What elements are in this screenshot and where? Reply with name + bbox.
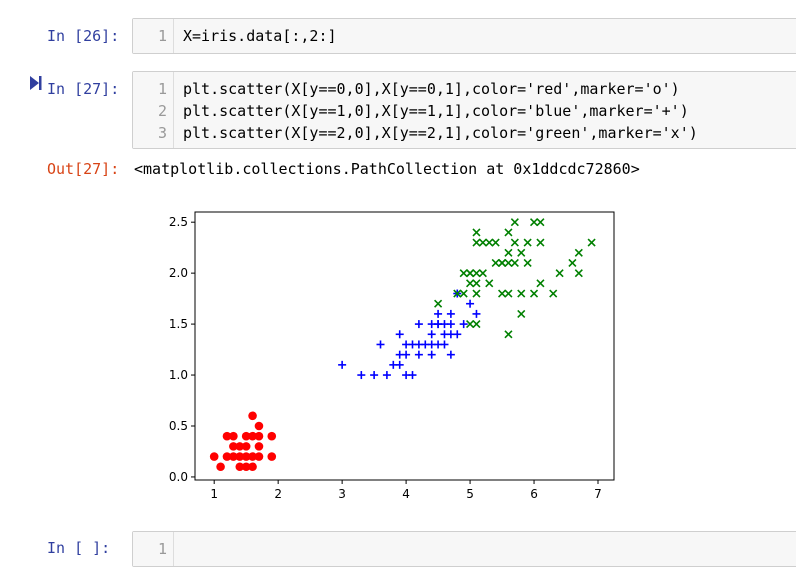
output-area: Out[27]: <matplotlib.collections.PathCol… [0, 158, 796, 498]
code-editor[interactable]: 1 [132, 531, 796, 567]
line-number: 3 [157, 124, 167, 142]
code-line[interactable]: 3 plt.scatter(X[y==2,0],X[y==2,1],color=… [133, 122, 793, 144]
input-prompt: In [27]: [47, 80, 120, 98]
output-prompt: Out[27]: [47, 160, 120, 178]
line-number: 1 [157, 27, 167, 45]
code-text[interactable]: plt.scatter(X[y==2,0],X[y==2,1],color='g… [183, 124, 698, 142]
code-cell-empty[interactable]: In [ ]: 1 [0, 531, 796, 571]
code-line[interactable]: 1 [133, 538, 793, 560]
code-text[interactable]: plt.scatter(X[y==0,0],X[y==0,1],color='r… [183, 80, 680, 98]
line-number: 2 [157, 102, 167, 120]
line-number: 1 [157, 540, 167, 558]
input-prompt: In [26]: [47, 27, 120, 45]
run-cell-icon[interactable] [30, 76, 42, 90]
code-line[interactable]: 2 plt.scatter(X[y==1,0],X[y==1,1],color=… [133, 100, 793, 122]
code-line[interactable]: 1 X=iris.data[:,2:] [133, 25, 793, 47]
line-gutter [133, 19, 174, 53]
input-prompt: In [ ]: [47, 539, 111, 557]
line-gutter [133, 72, 174, 148]
output-text: <matplotlib.collections.PathCollection a… [134, 160, 640, 178]
line-number: 1 [157, 80, 167, 98]
code-cell-27[interactable]: In [27]: 1 plt.scatter(X[y==0,0],X[y==0,… [0, 71, 796, 153]
code-editor[interactable]: 1 X=iris.data[:,2:] [132, 18, 796, 54]
code-line[interactable]: 1 plt.scatter(X[y==0,0],X[y==0,1],color=… [133, 78, 793, 100]
code-cell-26[interactable]: In [26]: 1 X=iris.data[:,2:] [0, 18, 796, 58]
code-text[interactable]: plt.scatter(X[y==1,0],X[y==1,1],color='b… [183, 102, 689, 120]
code-editor[interactable]: 1 plt.scatter(X[y==0,0],X[y==0,1],color=… [132, 71, 796, 149]
code-text[interactable]: X=iris.data[:,2:] [183, 27, 337, 45]
